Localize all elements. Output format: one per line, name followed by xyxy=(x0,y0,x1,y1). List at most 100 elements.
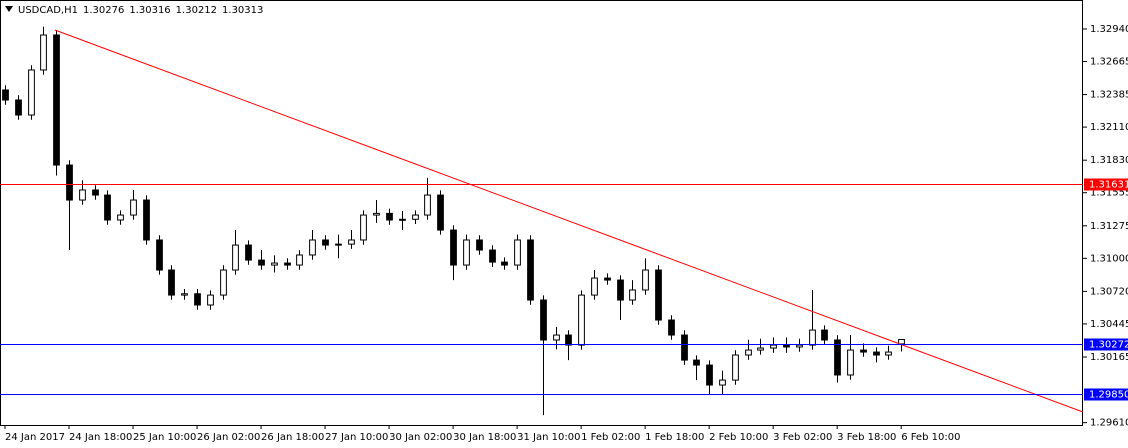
y-tick-label: 1.31000 xyxy=(1090,253,1128,264)
candle-body xyxy=(745,349,752,356)
candle-body xyxy=(668,319,675,336)
y-tick-label: 1.32940 xyxy=(1090,24,1128,35)
candle-body xyxy=(399,218,406,221)
x-tick-label: 1 Feb 02:00 xyxy=(581,432,640,443)
candle-body xyxy=(719,379,726,386)
x-tick-label: 30 Jan 02:00 xyxy=(389,432,452,443)
candle-body xyxy=(181,293,188,296)
level-label: 1.31631 xyxy=(1089,180,1128,191)
candle-body xyxy=(309,239,316,256)
candle-body xyxy=(437,194,444,231)
candle-body xyxy=(642,269,649,291)
y-tick-label: 1.31830 xyxy=(1090,155,1128,166)
candle-body xyxy=(40,34,47,71)
candle-body xyxy=(655,269,662,321)
x-tick-label: 2 Feb 10:00 xyxy=(709,432,768,443)
candle-body xyxy=(271,262,278,266)
header-low: 1.30212 xyxy=(176,5,217,16)
y-tick-label: 1.29610 xyxy=(1090,418,1128,429)
y-tick-label: 1.32110 xyxy=(1090,122,1128,133)
x-tick-label: 6 Feb 10:00 xyxy=(901,432,960,443)
level-label-box xyxy=(1084,388,1128,401)
candle-body xyxy=(373,212,380,216)
trendline xyxy=(54,29,1084,413)
candle-body xyxy=(540,299,547,341)
candle-body xyxy=(565,334,572,346)
candle-body xyxy=(834,339,841,376)
level-label: 1.29850 xyxy=(1089,390,1128,401)
x-tick-label: 30 Jan 18:00 xyxy=(453,432,516,443)
level-label-box xyxy=(1084,338,1128,351)
candle-body xyxy=(168,269,175,296)
x-tick-label: 26 Jan 18:00 xyxy=(261,432,324,443)
level-label-box xyxy=(1084,178,1128,191)
candle-body xyxy=(501,261,508,266)
candle-body xyxy=(476,239,483,251)
candle-body xyxy=(783,344,790,348)
candle-body xyxy=(92,189,99,196)
candle-body xyxy=(360,214,367,241)
candle-body xyxy=(66,164,73,201)
header-high: 1.30316 xyxy=(129,5,170,16)
candle-body xyxy=(629,289,636,301)
x-tick-label: 27 Jan 10:00 xyxy=(325,432,388,443)
candle-body xyxy=(296,254,303,266)
candle-body xyxy=(284,262,291,266)
candle-body xyxy=(53,34,60,166)
candle-body xyxy=(207,294,214,306)
y-tick-label: 1.30445 xyxy=(1090,319,1128,330)
candle-body xyxy=(860,349,867,353)
candle-body xyxy=(591,277,598,296)
candle-body xyxy=(386,212,393,221)
y-tick-label: 1.30165 xyxy=(1090,352,1128,363)
candle-body xyxy=(527,239,534,301)
header-open: 1.30276 xyxy=(83,5,124,16)
candle-body xyxy=(809,329,816,346)
candle-body xyxy=(348,239,355,245)
candle-body xyxy=(2,89,9,101)
header-arrow xyxy=(5,6,13,12)
x-tick-label: 3 Feb 02:00 xyxy=(773,432,832,443)
candle-body xyxy=(245,244,252,261)
candle-body xyxy=(898,339,905,345)
candle-body xyxy=(156,239,163,271)
y-tick-label: 1.30720 xyxy=(1090,286,1128,297)
x-tick-label: 3 Feb 18:00 xyxy=(837,432,896,443)
candle-body xyxy=(681,334,688,361)
candle-body xyxy=(143,199,150,241)
level-label: 1.30272 xyxy=(1089,340,1128,351)
header-close: 1.30313 xyxy=(222,5,263,16)
y-tick-label: 1.31275 xyxy=(1090,221,1128,232)
header-symbol: USDCAD,H1 xyxy=(18,5,78,16)
y-tick-label: 1.31555 xyxy=(1090,188,1128,199)
x-tick-label: 24 Jan 2017 xyxy=(5,432,65,443)
candle-body xyxy=(322,239,329,246)
candle-body xyxy=(553,334,560,341)
candle-body xyxy=(514,239,521,266)
candle-body xyxy=(104,194,111,221)
candle-body xyxy=(220,269,227,296)
candle-body xyxy=(604,277,611,281)
candle-body xyxy=(578,294,585,346)
candle-body xyxy=(693,359,700,366)
candle-body xyxy=(796,344,803,348)
x-tick-label: 26 Jan 02:00 xyxy=(197,432,260,443)
candle-body xyxy=(770,344,777,349)
candle-body xyxy=(757,347,764,351)
candle-body xyxy=(450,229,457,266)
candle-body xyxy=(463,239,470,266)
candle-body xyxy=(79,189,86,201)
candle-body xyxy=(258,259,265,266)
x-tick-label: 1 Feb 18:00 xyxy=(645,432,704,443)
candle-body xyxy=(885,351,892,356)
candle-body xyxy=(424,194,431,216)
candle-body xyxy=(617,279,624,301)
y-tick-label: 1.32665 xyxy=(1090,56,1128,67)
candle-body xyxy=(130,199,137,216)
candle-body xyxy=(117,214,124,221)
candle-body xyxy=(706,364,713,386)
x-tick-label: 31 Jan 10:00 xyxy=(517,432,580,443)
candle-body xyxy=(732,354,739,381)
